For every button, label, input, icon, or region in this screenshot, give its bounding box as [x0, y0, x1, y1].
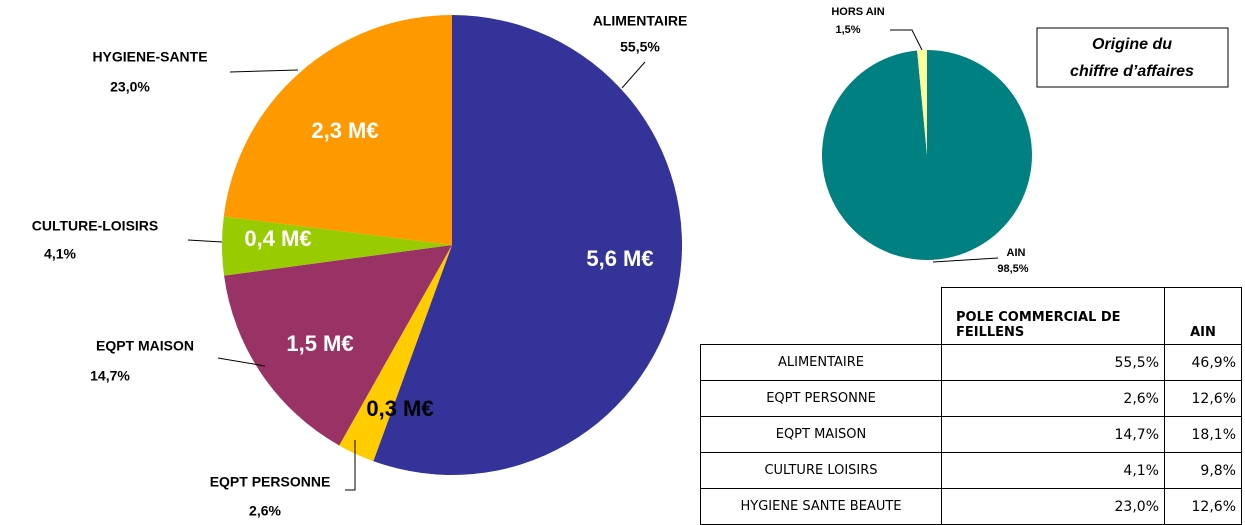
amount-label: 5,6 M€	[586, 246, 653, 271]
value-cell: 14,7%	[941, 416, 1165, 453]
blank-cell	[700, 287, 942, 345]
slice-label: HYGIENE-SANTE	[92, 49, 207, 65]
amount-label: 0,4 M€	[244, 226, 311, 251]
slice-label: AIN	[1007, 247, 1026, 259]
chart-title: Origine du	[1092, 36, 1172, 53]
chart-title: chiffre d’affaires	[1070, 63, 1194, 80]
slice-label: EQPT MAISON	[96, 338, 194, 354]
pie-slice	[917, 50, 927, 155]
leader-line	[345, 440, 356, 491]
value-cell: 55,5%	[941, 344, 1165, 381]
pie-slice	[223, 15, 452, 245]
slice-label: EQPT PERSONNE	[210, 474, 331, 490]
label-cell: EQPT PERSONNE	[700, 380, 942, 417]
value-cell: 2,6%	[941, 380, 1165, 417]
header-cell: POLE COMMERCIAL DE FEILLENS	[941, 287, 1165, 345]
label-cell: EQPT MAISON	[700, 416, 942, 453]
table-row: EQPT PERSONNE 2,6% 12,6%	[700, 380, 1242, 417]
value-label: 55,5%	[620, 39, 660, 55]
value-cell: 12,6%	[1164, 488, 1242, 525]
value-label: 98,5%	[997, 263, 1028, 275]
table-row: HYGIENE SANTE BEAUTE 23,0% 12,6%	[700, 488, 1242, 525]
value-cell: 46,9%	[1164, 344, 1242, 381]
value-cell: 4,1%	[941, 452, 1165, 489]
value-cell: 18,1%	[1164, 416, 1242, 453]
value-label: 23,0%	[110, 79, 150, 95]
table-row: ALIMENTAIRE 55,5% 46,9%	[700, 344, 1242, 381]
value-cell: 23,0%	[941, 488, 1165, 525]
value-label: 1,5%	[835, 24, 860, 36]
slice-label: HORS AIN	[831, 6, 884, 18]
leader-line	[229, 69, 299, 73]
pie-slice	[822, 50, 1032, 261]
label-cell: CULTURE LOISIRS	[700, 452, 942, 489]
leader-line	[932, 257, 999, 263]
label-cell: HYGIENE SANTE BEAUTE	[700, 488, 942, 525]
value-label: 14,7%	[90, 368, 130, 384]
leader-line	[187, 239, 223, 243]
pie-slice	[373, 15, 682, 476]
amount-label: 1,5 M€	[286, 331, 353, 356]
amount-label: 2,3 M€	[311, 118, 378, 143]
amount-label: 0,3 M€	[366, 396, 433, 421]
value-label: 4,1%	[44, 246, 76, 262]
pie-slice	[339, 245, 452, 462]
table-row: CULTURE LOISIRS 4,1% 9,8%	[700, 452, 1242, 489]
leader-line	[217, 357, 266, 367]
header-cell: AIN	[1164, 287, 1242, 345]
slice-label: ALIMENTAIRE	[593, 13, 688, 29]
slice-label: CULTURE-LOISIRS	[32, 218, 159, 234]
pie-slice	[221, 216, 452, 276]
leader-line	[890, 29, 923, 51]
title-box	[1036, 27, 1229, 88]
value-cell: 9,8%	[1164, 452, 1242, 489]
leader-line	[621, 61, 646, 89]
table-row: EQPT MAISON 14,7% 18,1%	[700, 416, 1242, 453]
value-cell: 12,6%	[1164, 380, 1242, 417]
value-label: 2,6%	[249, 503, 281, 519]
table: POLE COMMERCIAL DE FEILLENS AIN ALIMENTA…	[700, 287, 1242, 525]
pie-slice	[224, 245, 452, 446]
header-row: POLE COMMERCIAL DE FEILLENS AIN	[700, 287, 1242, 345]
label-cell: ALIMENTAIRE	[700, 344, 942, 381]
